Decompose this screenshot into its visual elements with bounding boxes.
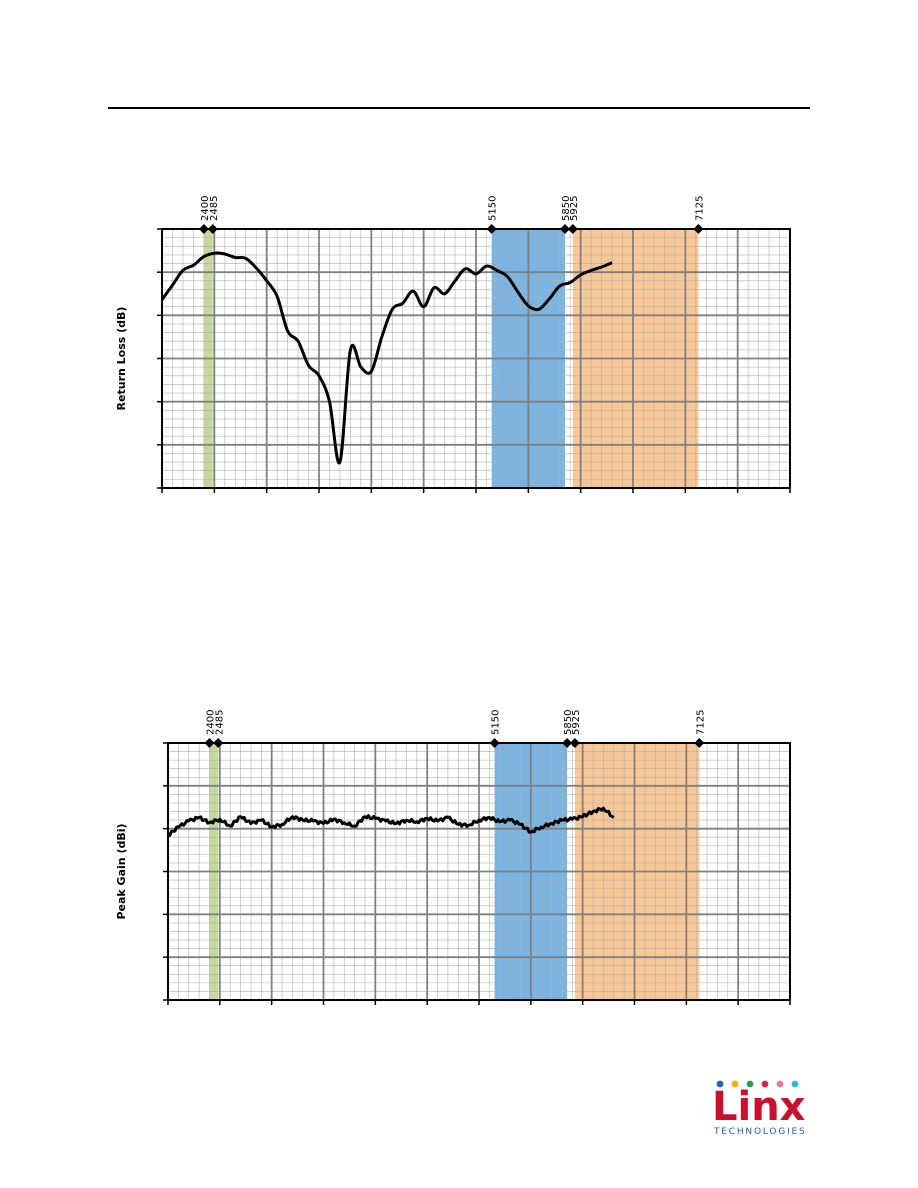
linx-logo: Linx TECHNOLOGIES — [712, 1080, 806, 1137]
band-marker — [489, 738, 500, 748]
band-marker — [562, 738, 573, 748]
band-marker — [204, 738, 215, 748]
logo-dot — [791, 1080, 799, 1088]
band-marker-label: 2400 — [200, 196, 211, 221]
logo-dot — [776, 1080, 784, 1088]
band-marker — [559, 224, 570, 234]
band-marker-label: 2485 — [214, 710, 225, 735]
data-line — [168, 806, 615, 837]
band-marker — [198, 224, 209, 234]
data-line — [160, 251, 613, 465]
logo-dot — [716, 1080, 724, 1088]
band-marker — [213, 738, 224, 748]
logo-wordmark: Linx — [712, 1084, 806, 1130]
y-axis-label: Peak Gain (dBi) — [115, 823, 128, 919]
y-axis-label: Return Loss (dB) — [115, 307, 128, 411]
header-rule — [108, 107, 810, 109]
band-marker-label: 5850 — [563, 710, 574, 735]
band-marker-label: 7125 — [695, 710, 706, 735]
logo-dots — [716, 1080, 799, 1088]
band-marker-label: 5925 — [569, 196, 580, 221]
band-marker — [693, 224, 704, 234]
band-marker — [567, 224, 578, 234]
band-marker-label: 5150 — [491, 710, 502, 735]
logo-dot — [731, 1080, 739, 1088]
band-marker — [207, 224, 218, 234]
logo-dot — [746, 1080, 754, 1088]
band-marker-label: 5925 — [571, 710, 582, 735]
band-marker — [569, 738, 580, 748]
band-marker-label: 5850 — [561, 196, 572, 221]
band-marker — [694, 738, 705, 748]
logo-subtitle: TECHNOLOGIES — [713, 1127, 806, 1137]
logo-dot — [761, 1080, 769, 1088]
band-marker-label: 2485 — [209, 196, 220, 221]
band-marker-label: 2400 — [205, 710, 216, 735]
band-marker — [486, 224, 497, 234]
band-marker-label: 5150 — [488, 196, 499, 221]
band-marker-label: 7125 — [694, 196, 705, 221]
